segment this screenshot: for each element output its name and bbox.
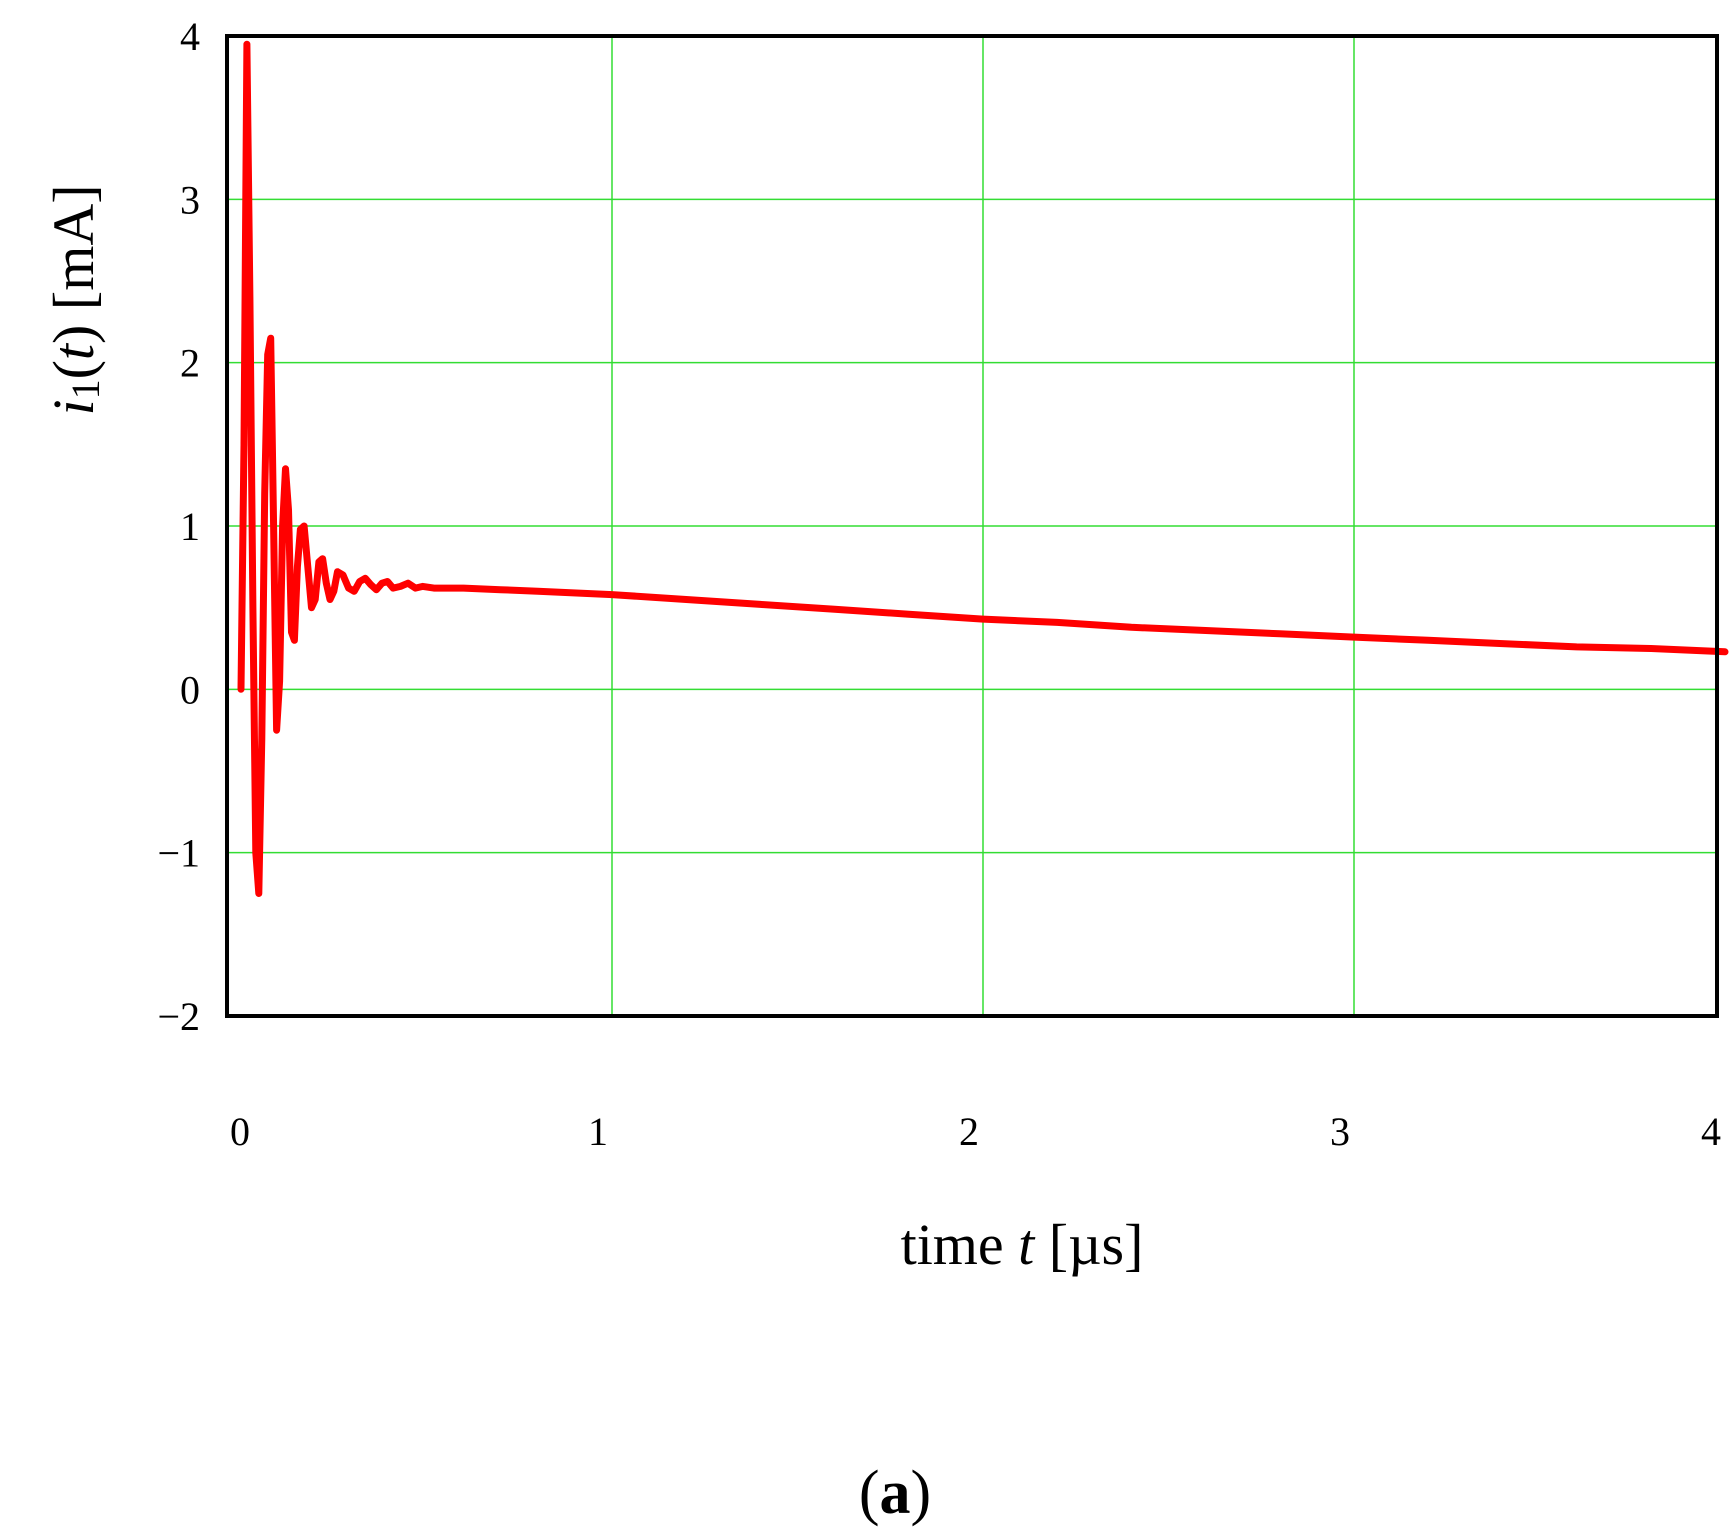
y-axis-close-paren: ) — [41, 325, 106, 344]
x-axis-unit: [µs] — [1034, 1212, 1143, 1277]
x-tick-label: 4 — [1701, 1109, 1721, 1154]
y-tick-label: 3 — [180, 177, 200, 222]
y-tick-label: 4 — [180, 14, 200, 59]
x-tick-label: 2 — [959, 1109, 979, 1154]
x-axis-prefix: time — [901, 1212, 1019, 1277]
y-axis-symbol: i — [41, 399, 106, 415]
panel-label-close: ) — [911, 1459, 932, 1527]
x-axis-variable: t — [1018, 1212, 1036, 1277]
panel-label-open: ( — [859, 1459, 880, 1527]
panel-label: (a) — [859, 1459, 931, 1527]
y-axis-title: i1(t) [mA] — [41, 184, 108, 415]
grid-lines — [227, 36, 1717, 1016]
x-tick-label: 1 — [588, 1109, 608, 1154]
panel-label-letter: a — [880, 1459, 911, 1527]
x-axis-title: time t [µs] — [901, 1212, 1144, 1277]
y-tick-label: 2 — [180, 341, 200, 386]
series-line — [237, 40, 1729, 897]
series-layer — [237, 40, 1729, 897]
y-axis-subscript: 1 — [63, 379, 108, 399]
y-tick-label: 1 — [180, 504, 200, 549]
y-tick-label: −2 — [157, 994, 200, 1039]
y-tick-label: 0 — [180, 667, 200, 712]
y-axis-variable: t — [41, 342, 106, 360]
y-tick-label: −1 — [157, 831, 200, 876]
x-tick-labels: 0 1 2 3 4 — [230, 1109, 1721, 1154]
x-tick-label: 3 — [1330, 1109, 1350, 1154]
x-tick-label: 0 — [230, 1109, 250, 1154]
plot-frame — [225, 34, 1719, 1018]
y-tick-labels: 4 3 2 1 0 −1 −2 — [157, 14, 200, 1039]
y-axis-unit: [mA] — [41, 184, 106, 324]
y-axis-open-paren: ( — [41, 360, 106, 379]
plot-area — [225, 34, 1729, 1018]
